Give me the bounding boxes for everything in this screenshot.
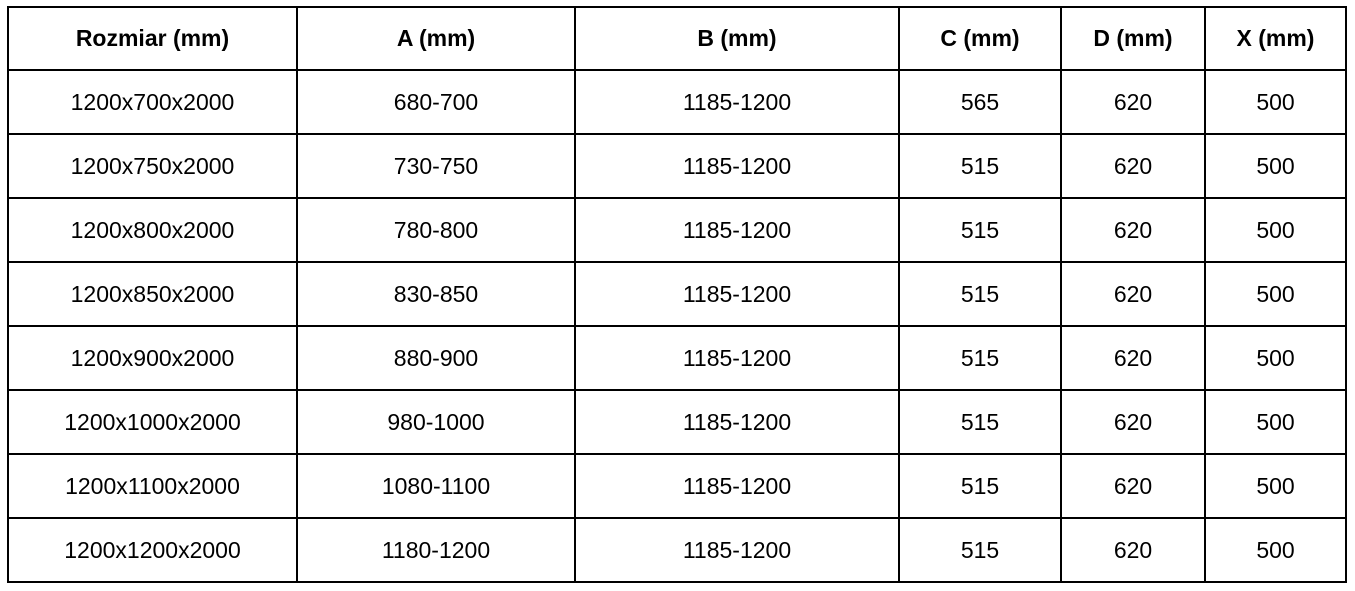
table-cell: 620 [1060,197,1206,263]
table-row: 1200x700x2000 680-700 1185-1200 565 620 500 [7,69,1347,135]
header-row: Rozmiar (mm) A (mm) B (mm) C (mm) D (mm) X (m… [7,6,1347,71]
table-cell: 500 [1204,325,1347,391]
column-header: C (mm) [898,6,1062,71]
table-cell: 1200x1000x2000 [7,389,298,455]
table-cell: 1200x850x2000 [7,261,298,327]
table-cell: 515 [898,453,1062,519]
table-cell: 980-1000 [296,389,576,455]
table-cell: 1200x700x2000 [7,69,298,135]
table-cell: 500 [1204,197,1347,263]
column-header: D (mm) [1060,6,1206,71]
table-cell: 1200x1200x2000 [7,517,298,583]
table-cell: 680-700 [296,69,576,135]
table-cell: 515 [898,261,1062,327]
table-cell: 1200x750x2000 [7,133,298,199]
column-header: A (mm) [296,6,576,71]
table-cell: 515 [898,325,1062,391]
table-cell: 500 [1204,133,1347,199]
table-cell: 620 [1060,325,1206,391]
table-cell: 620 [1060,389,1206,455]
table-cell: 620 [1060,517,1206,583]
table-cell: 1185-1200 [574,261,900,327]
table-cell: 500 [1204,261,1347,327]
column-header: Rozmiar (mm) [7,6,298,71]
table-cell: 500 [1204,453,1347,519]
table-cell: 515 [898,197,1062,263]
table-cell: 515 [898,389,1062,455]
table-row: 1200x1000x2000 980-1000 1185-1200 515 620 500 [7,389,1347,455]
table-cell: 1185-1200 [574,325,900,391]
table-row: 1200x1200x2000 1180-1200 1185-1200 515 620 50… [7,517,1347,583]
table-cell: 1185-1200 [574,197,900,263]
table-cell: 1185-1200 [574,133,900,199]
table-cell: 1180-1200 [296,517,576,583]
table-cell: 880-900 [296,325,576,391]
column-header: B (mm) [574,6,900,71]
table-cell: 500 [1204,517,1347,583]
table-cell: 830-850 [296,261,576,327]
table-cell: 515 [898,517,1062,583]
table-cell: 620 [1060,453,1206,519]
table-row: 1200x850x2000 830-850 1185-1200 515 620 500 [7,261,1347,327]
table-cell: 620 [1060,69,1206,135]
dimensions-table: Rozmiar (mm) A (mm) B (mm) C (mm) D (mm) X (m… [7,6,1347,583]
table-cell: 1200x900x2000 [7,325,298,391]
table-cell: 565 [898,69,1062,135]
table-cell: 500 [1204,69,1347,135]
table-row: 1200x750x2000 730-750 1185-1200 515 620 500 [7,133,1347,199]
table-cell: 1185-1200 [574,389,900,455]
table-row: 1200x900x2000 880-900 1185-1200 515 620 500 [7,325,1347,391]
table-cell: 1185-1200 [574,453,900,519]
table-cell: 515 [898,133,1062,199]
table-cell: 1185-1200 [574,517,900,583]
table-cell: 1200x800x2000 [7,197,298,263]
table-cell: 620 [1060,133,1206,199]
table-cell: 500 [1204,389,1347,455]
column-header: X (mm) [1204,6,1347,71]
table-row: 1200x1100x2000 1080-1100 1185-1200 515 620 50… [7,453,1347,519]
table-cell: 620 [1060,261,1206,327]
table-cell: 1080-1100 [296,453,576,519]
table-row: 1200x800x2000 780-800 1185-1200 515 620 500 [7,197,1347,263]
table-cell: 1200x1100x2000 [7,453,298,519]
table-cell: 1185-1200 [574,69,900,135]
table-cell: 730-750 [296,133,576,199]
table-cell: 780-800 [296,197,576,263]
